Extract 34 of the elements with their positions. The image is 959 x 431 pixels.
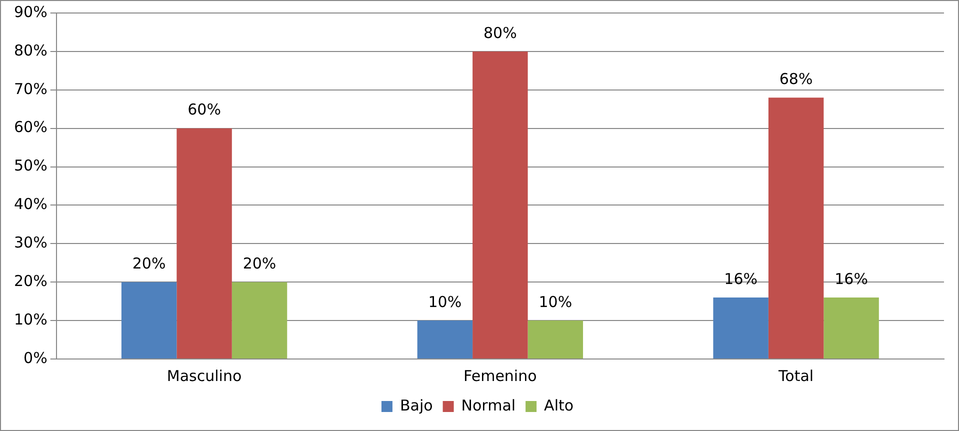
bar: [713, 297, 768, 358]
data-label: 10%: [538, 292, 572, 311]
y-tick-label: 60%: [14, 118, 48, 136]
y-tick-label: 50%: [14, 156, 48, 175]
bar: [121, 282, 177, 358]
y-tick-label: 90%: [14, 2, 48, 21]
bar: [824, 297, 879, 358]
data-label: 10%: [428, 292, 462, 311]
x-tick-label: Total: [778, 366, 814, 385]
x-tick-label: Femenino: [464, 366, 537, 385]
bar: [417, 320, 473, 358]
y-tick-label: 70%: [14, 80, 48, 98]
data-label: 68%: [779, 70, 813, 88]
data-label: 20%: [242, 254, 276, 272]
bar: [472, 51, 528, 358]
data-label: 20%: [132, 254, 166, 272]
bar: [176, 128, 232, 358]
data-label: 60%: [188, 100, 221, 119]
y-tick-label: 20%: [14, 272, 48, 290]
bar: [768, 98, 824, 358]
bar: [528, 320, 584, 358]
y-tick-label: 30%: [14, 234, 48, 252]
data-label: 16%: [834, 270, 868, 288]
bar: [232, 282, 288, 358]
y-tick-label: 80%: [14, 41, 48, 60]
x-tick-label: Masculino: [166, 366, 242, 385]
y-tick-label: 0%: [24, 348, 48, 367]
data-label: 80%: [484, 24, 517, 42]
data-label: 16%: [724, 270, 758, 288]
legend-label: Normal: [461, 396, 516, 414]
legend-label: Alto: [544, 396, 574, 414]
legend-label: Bajo: [400, 396, 433, 414]
y-tick-label: 40%: [14, 195, 48, 214]
y-tick-label: 10%: [14, 310, 48, 328]
